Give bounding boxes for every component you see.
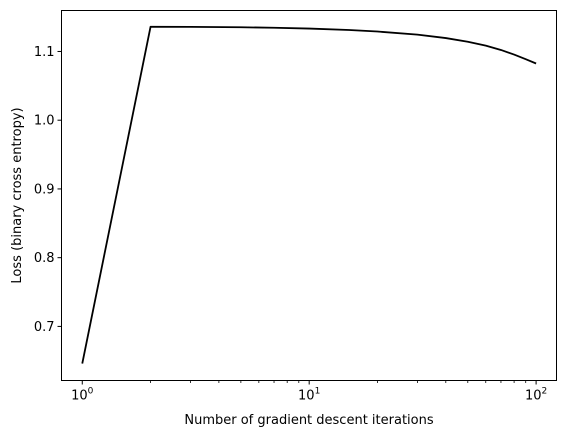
- loss-series-line: [81, 25, 537, 364]
- x-tick-exponent: 1: [315, 387, 321, 397]
- x-tick-base: 10: [71, 389, 88, 404]
- x-tick-base: 10: [298, 389, 315, 404]
- y-tick-label: 0.7: [34, 320, 55, 335]
- plot-area: [61, 10, 557, 381]
- x-tick-label: 101: [298, 387, 320, 404]
- x-tick-base: 10: [525, 389, 542, 404]
- y-tick-label: 1.0: [34, 114, 55, 129]
- y-tick-label: 0.8: [34, 251, 55, 266]
- x-tick-label: 100: [71, 387, 94, 404]
- y-axis-label: Loss (binary cross entropy): [10, 107, 25, 283]
- x-tick-exponent: 2: [542, 387, 548, 397]
- x-tick-label: 102: [525, 387, 547, 404]
- plot-frame: [61, 10, 557, 381]
- y-tick-label: 1.1: [34, 45, 55, 60]
- x-axis-label: Number of gradient descent iterations: [184, 413, 433, 428]
- x-tick-exponent: 0: [88, 387, 94, 397]
- y-tick-label: 0.9: [34, 182, 55, 197]
